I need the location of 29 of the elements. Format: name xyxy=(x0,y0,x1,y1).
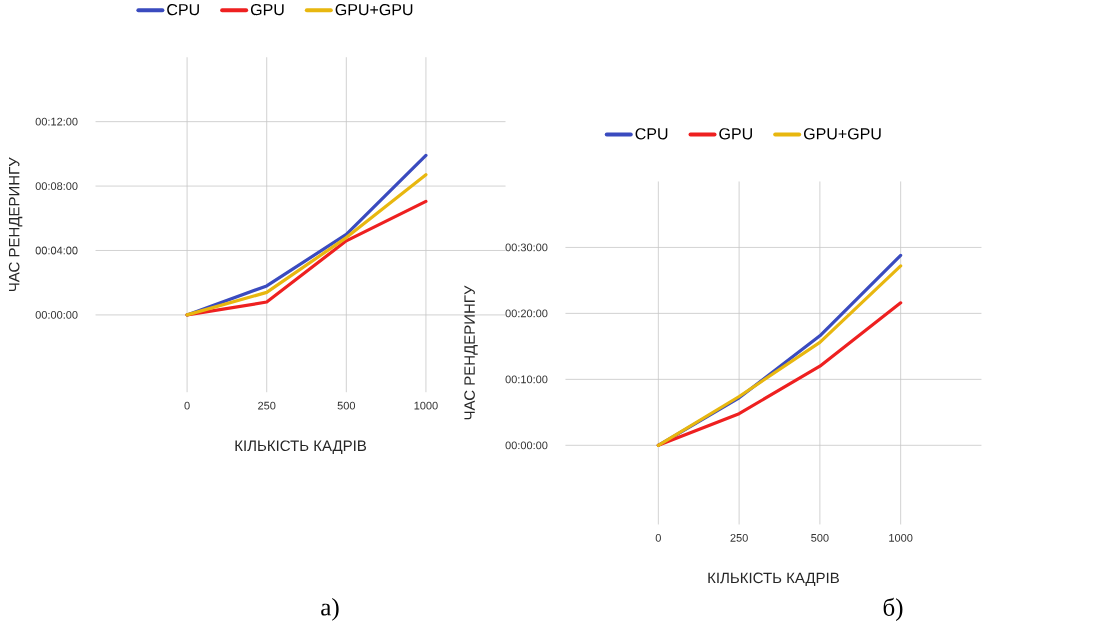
x-tick-label: 500 xyxy=(337,401,356,410)
x-tick-label: 500 xyxy=(811,533,829,542)
y-axis-title: ЧАС РЕНДЕРИНГУ xyxy=(8,157,23,291)
y-tick-label: 00:08:00 xyxy=(35,182,78,190)
legend-label: CPU xyxy=(635,127,668,140)
y-tick-label: 00:04:00 xyxy=(35,246,78,255)
y-tick-label: 00:10:00 xyxy=(505,375,548,384)
y-tick-label: 00:00:00 xyxy=(505,441,548,450)
line-series xyxy=(656,301,903,447)
legend-label: GPU xyxy=(250,3,284,16)
x-tick-label: 1000 xyxy=(414,401,438,410)
x-tick-label: 250 xyxy=(730,533,748,542)
text: а) xyxy=(321,597,339,621)
x-axis-title: КІЛЬКІСТЬ КАДРІВ xyxy=(235,440,367,454)
legend-label: GPU+GPU xyxy=(335,3,413,16)
y-tick-label: 00:00:00 xyxy=(35,310,78,319)
x-tick-label: 0 xyxy=(655,533,661,542)
y-tick-label: 00:12:00 xyxy=(35,117,78,126)
y-tick-label: 00:20:00 xyxy=(505,309,548,318)
x-axis-title: КІЛЬКІСТЬ КАДРІВ xyxy=(708,572,839,586)
legend-label: GPU xyxy=(719,127,752,140)
x-tick-label: 0 xyxy=(184,401,190,410)
x-tick-label: 250 xyxy=(258,401,276,410)
legend-label: CPU xyxy=(167,3,199,16)
text: б) xyxy=(883,597,903,621)
y-tick-label: 00:30:00 xyxy=(505,243,548,252)
x-tick-label: 1000 xyxy=(889,533,913,542)
y-axis-title: ЧАС РЕНДЕРИНГУ xyxy=(464,285,478,420)
legend-label: GPU+GPU xyxy=(804,127,881,140)
